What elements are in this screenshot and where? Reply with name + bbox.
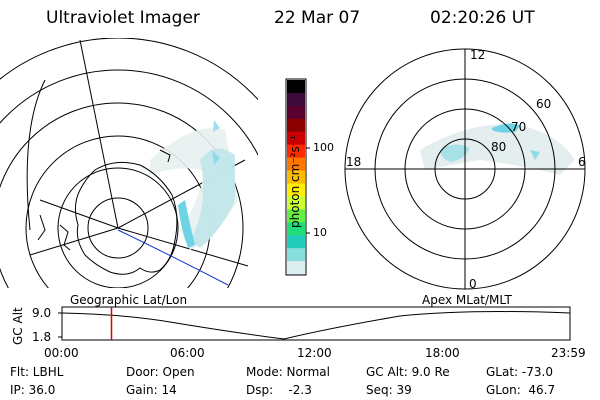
info-mode: Mode: Normal (246, 365, 330, 379)
info-door: Door: Open (126, 365, 195, 379)
info-gc-alt: GC Alt: 9.0 Re (366, 365, 450, 379)
date-label: 22 Mar 07 (274, 8, 361, 28)
mlt-6-label: 6 (578, 155, 586, 169)
geo-lat-circle (87, 197, 149, 259)
colorbar-segment (287, 131, 305, 146)
instrument-title: Ultraviolet Imager (46, 8, 200, 28)
geo-lat-circle (0, 69, 258, 156)
coastline (37, 149, 178, 275)
info-gain: Gain: 14 (126, 383, 177, 397)
info-flt: Flt: LBHL (10, 365, 64, 379)
colorbar-segment (287, 222, 305, 236)
apex-caption: Apex MLat/MLT (422, 293, 512, 307)
gc-alt-axis-label: GC Alt (11, 307, 25, 345)
timeline-plot (58, 306, 571, 341)
colorbar-tick-100: 100 (313, 141, 334, 154)
colorbar-segment (287, 248, 305, 262)
colorbar-segment (287, 183, 305, 197)
lat-60-label: 60 (536, 97, 552, 111)
lat-80-label: 80 (491, 140, 507, 154)
lat-70-label: 70 (511, 120, 527, 134)
polar-plot (344, 48, 586, 290)
x-tick-1800: 18:00 (425, 346, 460, 360)
colorbar-segment (287, 105, 305, 120)
x-tick-1200: 12:00 (297, 346, 332, 360)
colorbar-segment (287, 209, 305, 223)
colorbar (285, 78, 310, 276)
colorbar-segment (287, 170, 305, 184)
info-glat: GLat: -73.0 (486, 365, 553, 379)
colorbar-segment (287, 118, 305, 133)
y-tick-9: 9.0 (32, 306, 52, 320)
colorbar-segment (287, 144, 305, 159)
colorbar-segment (287, 92, 305, 107)
info-ip: IP: 36.0 (10, 383, 56, 397)
colorbar-unit: photon cm⁻²s⁻¹ (288, 135, 302, 228)
info-seq: Seq: 39 (366, 383, 412, 397)
altitude-curve (61, 311, 571, 340)
info-glon: GLon: 46.7 (486, 383, 556, 397)
mlt-12-label: 12 (470, 48, 486, 62)
aurora-right (420, 123, 575, 175)
y-tick-1.8: 1.8 (32, 330, 52, 344)
x-tick-0600: 06:00 (170, 346, 205, 360)
geo-lat-circle (0, 102, 244, 288)
geo-lat-circle (57, 167, 179, 288)
aurora-left (150, 120, 238, 250)
info-dsp: Dsp: -2.3 (246, 383, 312, 397)
mlt-0-label: 0 (469, 277, 477, 291)
colorbar-segment (287, 157, 305, 172)
geo-caption: Geographic Lat/Lon (70, 293, 188, 307)
mag-line (117, 229, 229, 286)
mlt-18-label: 18 (346, 155, 362, 169)
colorbar-segment (287, 80, 305, 94)
colorbar-segment (287, 196, 305, 210)
colorbar-segment (287, 261, 305, 275)
colorbar-segment (287, 235, 305, 249)
x-tick-0000: 00:00 (44, 346, 79, 360)
colorbar-tick-10: 10 (313, 226, 327, 239)
x-tick-2359: 23:59 (551, 346, 586, 360)
time-label: 02:20:26 UT (430, 8, 535, 28)
